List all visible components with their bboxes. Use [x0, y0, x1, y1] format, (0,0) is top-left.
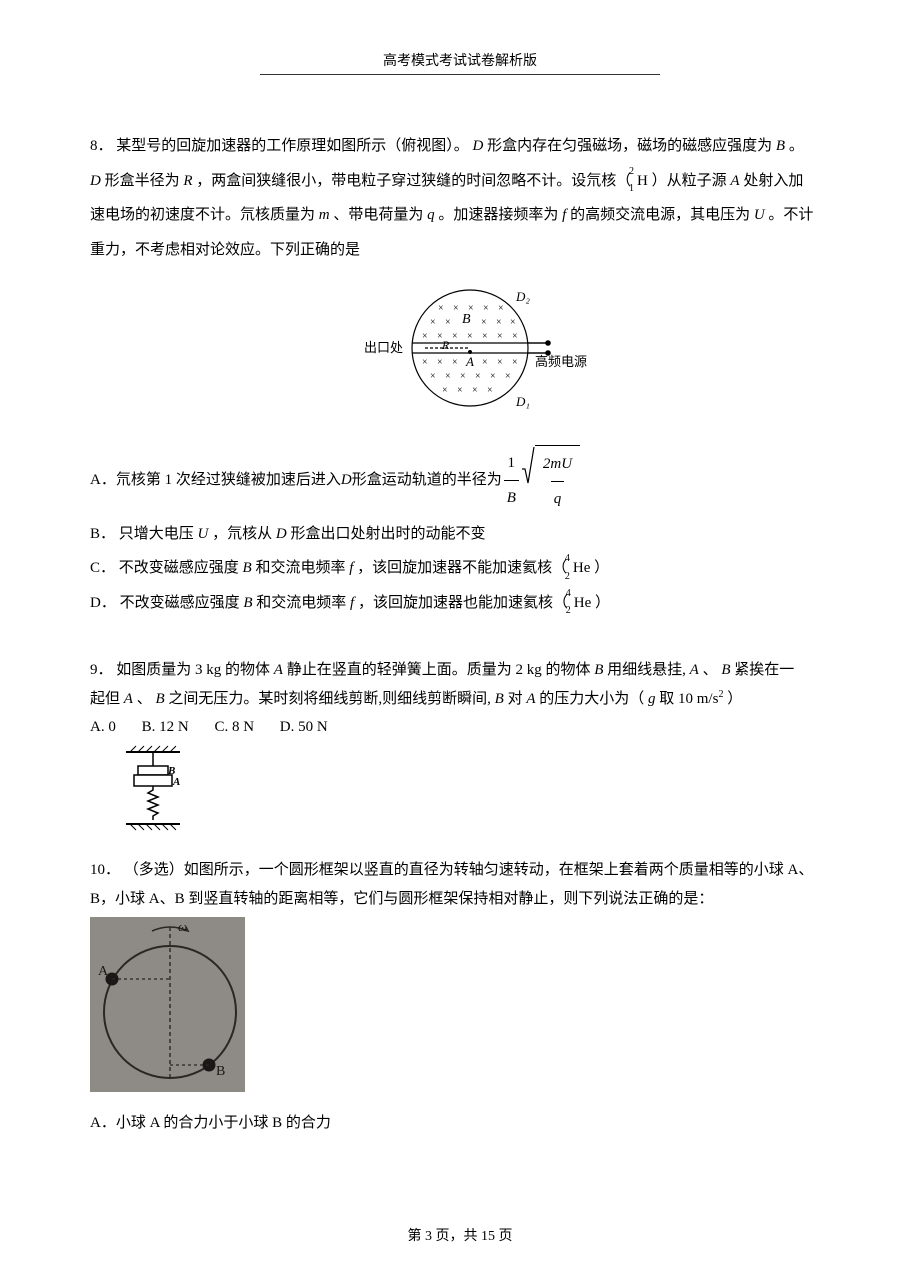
q9-line1: 9． 如图质量为 3 kg 的物体 A 静止在竖直的轻弹簧上面。质量为 2 kg…	[90, 656, 830, 685]
svg-text:×: ×	[442, 385, 448, 396]
question-8: 8． 某型号的回旋加速器的工作原理如图所示（俯视图）。 D 形盒内存在匀强磁场，…	[90, 129, 830, 620]
svg-text:×: ×	[482, 331, 488, 342]
nuclide-he42: 4 2 He	[571, 551, 591, 586]
q9-option-d: D. 50 N	[280, 719, 328, 735]
q8-stem: 8． 某型号的回旋加速器的工作原理如图所示（俯视图）。 D 形盒内存在匀强磁场，…	[90, 129, 830, 267]
svg-text:D₂: D₂	[515, 289, 530, 304]
header-title: 高考模式考试试卷解析版	[260, 50, 660, 75]
svg-text:出口处: 出口处	[364, 340, 403, 355]
nuclide-he42-d: 4 2 He	[572, 586, 592, 621]
svg-text:×: ×	[437, 357, 443, 368]
q8-number: 8．	[90, 138, 113, 154]
q8-option-b: B． 只增大电压 U ，氘核从 D 形盒出口处射出时的动能不变	[90, 517, 830, 552]
svg-text:R: R	[441, 338, 450, 352]
q8-option-a: A． 氘核第 1 次经过狭缝被加速后进入 D 形盒运动轨道的半径为 1 B 2m…	[90, 445, 830, 517]
page-footer: 第 3 页，共 15 页	[0, 1225, 920, 1245]
svg-text:×: ×	[422, 331, 428, 342]
svg-text:×: ×	[430, 371, 436, 382]
q9-figure: B A	[118, 744, 830, 843]
svg-text:×: ×	[452, 357, 458, 368]
q9-option-a: A. 0	[90, 719, 116, 735]
svg-text:×: ×	[487, 385, 493, 396]
svg-text:A: A	[172, 776, 180, 788]
fraction-1-over-B: 1 B	[504, 446, 519, 516]
sqrt-2mU-over-q: 2mU q	[521, 445, 580, 517]
svg-text:×: ×	[498, 303, 504, 314]
q9-number: 9．	[90, 662, 113, 678]
q8-options: A． 氘核第 1 次经过狭缝被加速后进入 D 形盒运动轨道的半径为 1 B 2m…	[90, 445, 830, 621]
nuclide-h21: 2 1 H	[635, 164, 648, 199]
svg-text:×: ×	[457, 385, 463, 396]
svg-text:×: ×	[496, 317, 502, 328]
q8-figure: ××××× ××××× ××××××× ×××××× ×××××× ×××× B…	[90, 273, 830, 437]
q10-figure: ω A B	[90, 917, 830, 1103]
svg-text:×: ×	[452, 331, 458, 342]
svg-text:A: A	[98, 964, 109, 979]
svg-text:×: ×	[438, 303, 444, 314]
q10-option-a: A．小球 A 的合力小于小球 B 的合力	[90, 1109, 830, 1138]
svg-text:A: A	[465, 354, 474, 369]
q9-line2: 起但 A 、 B 之间无压力。某时刻将细线剪断,则细线剪断瞬间, B 对 A 的…	[90, 685, 830, 714]
q9-option-c: C. 8 N	[214, 719, 254, 735]
svg-text:×: ×	[505, 371, 511, 382]
svg-text:×: ×	[475, 371, 481, 382]
page-header: 高考模式考试试卷解析版	[90, 50, 830, 75]
svg-text:×: ×	[453, 303, 459, 314]
svg-text:ω: ω	[178, 919, 187, 934]
q10-line1: 10． （多选）如图所示，一个圆形框架以竖直的直径为转轴匀速转动，在框架上套着两…	[90, 856, 830, 885]
svg-text:D₁: D₁	[515, 394, 530, 409]
svg-text:×: ×	[460, 371, 466, 382]
question-9: 9． 如图质量为 3 kg 的物体 A 静止在竖直的轻弹簧上面。质量为 2 kg…	[90, 656, 830, 842]
question-10: 10． （多选）如图所示，一个圆形框架以竖直的直径为转轴匀速转动，在框架上套着两…	[90, 856, 830, 1137]
svg-text:×: ×	[445, 317, 451, 328]
svg-text:×: ×	[472, 385, 478, 396]
svg-text:×: ×	[512, 357, 518, 368]
svg-text:×: ×	[512, 331, 518, 342]
svg-text:×: ×	[510, 317, 516, 328]
svg-text:B: B	[462, 312, 471, 327]
page-total: 15	[481, 1229, 495, 1244]
q8-option-d: D． 不改变磁感应强度 B 和交流电频率 f ，该回旋加速器也能加速氦核（ 4 …	[90, 586, 830, 621]
svg-text:×: ×	[497, 331, 503, 342]
svg-text:×: ×	[422, 357, 428, 368]
page-current: 3	[425, 1229, 432, 1244]
svg-text:×: ×	[481, 317, 487, 328]
svg-text:×: ×	[467, 331, 473, 342]
svg-text:×: ×	[482, 357, 488, 368]
svg-text:×: ×	[430, 317, 436, 328]
q10-number: 10．	[90, 862, 120, 878]
svg-text:高频电源: 高频电源	[535, 354, 587, 369]
q8-option-c: C． 不改变磁感应强度 B 和交流电频率 f ，该回旋加速器不能加速氦核（ 4 …	[90, 551, 830, 586]
q10-line2: B，小球 A、B 到竖直转轴的距离相等，它们与圆形框架保持相对静止，则下列说法正…	[90, 885, 830, 914]
svg-text:×: ×	[445, 371, 451, 382]
q9-options: A. 0 B. 12 N C. 8 N D. 50 N	[90, 713, 830, 742]
svg-text:B: B	[216, 1064, 225, 1079]
svg-text:×: ×	[483, 303, 489, 314]
svg-text:×: ×	[490, 371, 496, 382]
q9-option-b: B. 12 N	[142, 719, 189, 735]
svg-text:×: ×	[497, 357, 503, 368]
